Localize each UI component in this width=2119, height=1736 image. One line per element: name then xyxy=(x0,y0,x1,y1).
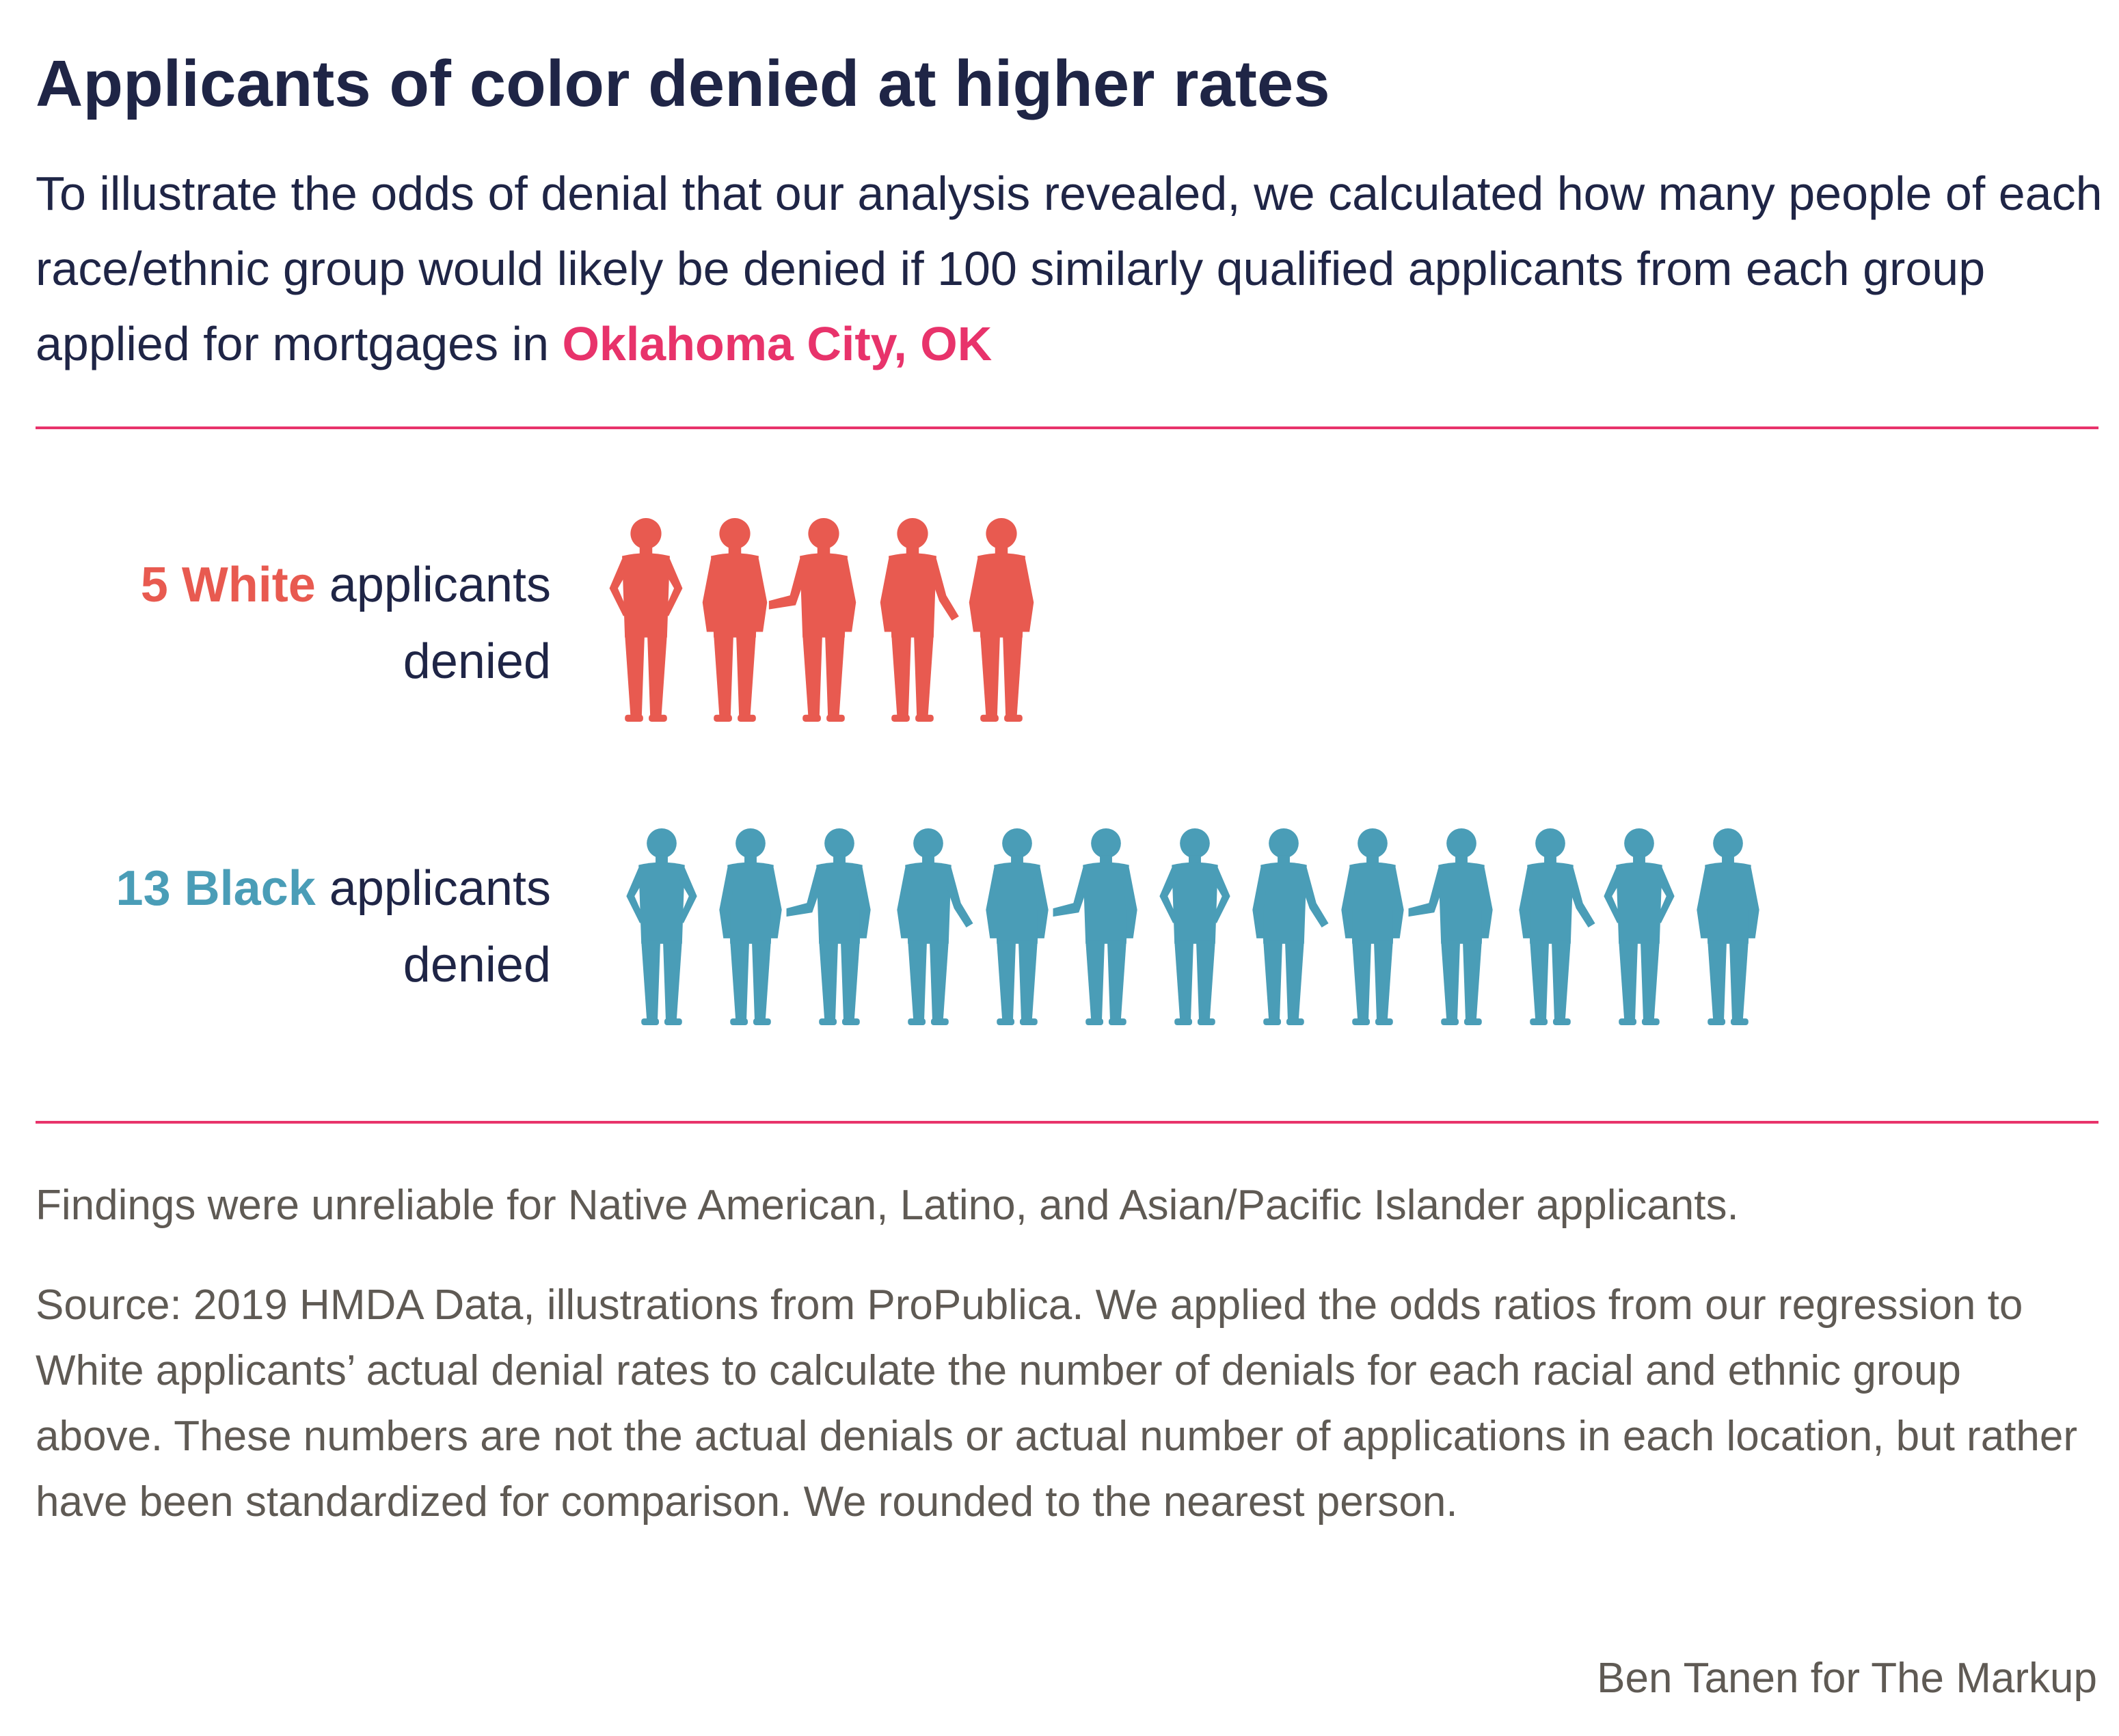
person-icon-black-11 xyxy=(1519,828,1595,1025)
black-label-middle: applicants xyxy=(315,861,551,916)
person-icon-white-3 xyxy=(768,518,856,722)
person-icon-black-10 xyxy=(1408,828,1493,1025)
top-divider xyxy=(36,426,2098,429)
row-label-white: 5 White applicants denied xyxy=(31,547,551,700)
person-icon-black-4 xyxy=(897,828,973,1025)
chart-subtitle: To illustrate the odds of denial that ou… xyxy=(36,156,2114,381)
person-icon-black-5 xyxy=(986,828,1049,1025)
person-icon-white-2 xyxy=(702,518,768,722)
person-icon-black-6 xyxy=(1053,828,1137,1025)
reliability-note: Findings were unreliable for Native Amer… xyxy=(36,1182,1739,1229)
person-icon-black-12 xyxy=(1604,828,1675,1025)
location-highlight: Oklahoma City, OK xyxy=(562,317,993,370)
black-group-name: Black xyxy=(184,861,316,916)
person-icon-black-3 xyxy=(786,828,871,1025)
chart-title: Applicants of color denied at higher rat… xyxy=(36,47,1330,120)
person-icon-white-4 xyxy=(880,518,959,722)
white-count: 5 xyxy=(140,558,168,612)
row-label-black: 13 Black applicants denied xyxy=(31,850,551,1003)
person-icon-white-5 xyxy=(969,518,1034,722)
bottom-divider xyxy=(36,1121,2098,1124)
person-icon-white-1 xyxy=(609,518,683,722)
person-icon-black-13 xyxy=(1697,828,1759,1025)
white-label-end: denied xyxy=(403,634,551,689)
credit-line: Ben Tanen for The Markup xyxy=(1597,1655,2097,1702)
person-icon-black-1 xyxy=(626,828,697,1025)
white-group-name: White xyxy=(181,558,316,612)
black-count: 13 xyxy=(116,861,171,916)
black-label-end: denied xyxy=(403,938,551,992)
person-icon-black-8 xyxy=(1252,828,1329,1025)
source-note: Source: 2019 HMDA Data, illustrations fr… xyxy=(36,1281,2078,1525)
subtitle-text: To illustrate the odds of denial that ou… xyxy=(36,167,2103,370)
person-icon-black-7 xyxy=(1159,828,1230,1025)
person-icon-black-2 xyxy=(719,828,782,1025)
white-label-middle: applicants xyxy=(315,558,551,612)
person-icon-black-9 xyxy=(1341,828,1404,1025)
